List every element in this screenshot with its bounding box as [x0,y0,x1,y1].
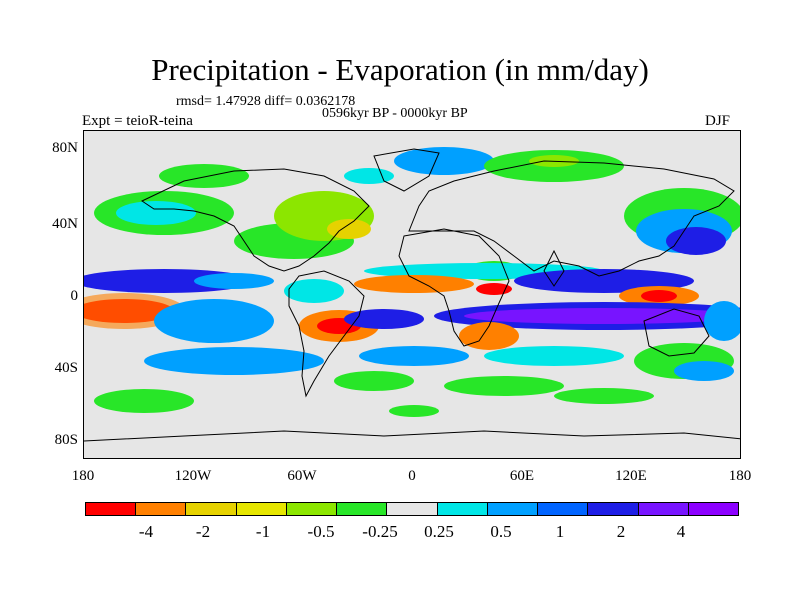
colorbar-label: 0.25 [424,522,454,541]
lon-tick-0: 0 [408,468,416,484]
field-itcz-epac [194,273,274,289]
map-svg [84,131,740,458]
colorbar-bin-12 [688,503,739,515]
colorbar-bin-5 [337,503,388,515]
coast-south-america [288,270,365,398]
map-panel[interactable] [83,130,741,459]
colorbar-label: 2 [616,522,626,541]
coast-antarctica [84,430,740,442]
colorbar-label: 0.5 [490,522,512,541]
colorbar-label: 4 [676,522,686,541]
field-so-ind2-green [554,388,654,404]
colorbar-bin-10 [588,503,639,515]
field-sio-violet [464,308,740,324]
lat-tick-eq: 0 [70,288,79,304]
lon-tick-180w: 180 [71,468,95,484]
coastlines [84,148,740,442]
colorbar-label: -0.5 [307,522,335,541]
field-so-atl-blue [359,346,469,366]
experiment-label: Expt = teioR-teina [82,113,193,129]
colorbar-bin-6 [387,503,438,515]
lat-tick-80n: 80N [52,140,78,156]
lat-tick-40s: 40S [54,360,78,376]
field-so-tas-blue [674,361,734,381]
lon-tick-60e: 60E [509,468,535,484]
lon-tick-120w: 120W [174,468,212,484]
period-label: 0596kyr BP - 0000kyr BP [322,106,468,121]
colorbar-label: 1 [555,522,565,541]
field-arctic-blue [394,147,494,175]
stats-label: rmsd= 1.47928 diff= 0.0362178 [176,94,356,109]
field-wpac-deep [666,227,726,255]
colorbar-bin-11 [638,503,689,515]
field-so-atl2-green [389,405,439,417]
colorbar-label: -4 [138,522,154,541]
field-labrador-cyan [344,168,394,184]
coast-greenland [373,148,440,192]
colorbar-label: -2 [195,522,211,541]
field-so-far-green [94,389,194,413]
colorbar-bin-0 [86,503,137,515]
colorbar-bin-3 [236,503,287,515]
lat-tick-40n: 40N [52,216,78,232]
colorbar-bin-1 [136,503,187,515]
colorbar-label: -1 [255,522,271,541]
colorbar [85,502,739,516]
colorbar-label: -0.25 [362,522,398,541]
season-label: DJF [705,113,731,129]
coast-australia [643,308,710,357]
field-satl-blue [344,309,424,329]
field-so-sa-green [334,371,414,391]
field-alaska-green [159,164,249,188]
lon-tick-120e: 120E [615,468,647,484]
field-so-pac-blue [144,347,324,375]
colorbar-bin-8 [487,503,539,515]
colorbar-bin-9 [538,503,589,515]
field-so-ind-green [444,376,564,396]
coast-north-america [140,168,370,272]
field-swpac-blue [704,301,740,341]
field-npac-cyan [116,201,196,225]
colorbar-bin-4 [286,503,338,515]
colorbar-bin-7 [437,503,488,515]
field-atl-orange [354,275,474,293]
field-afr-red [476,283,512,295]
field-so-io-cyan [484,346,624,366]
field-natl-yellow [327,219,371,239]
coast-india [543,249,565,287]
lon-tick-180e: 180 [728,468,752,484]
field-amazon-cyan [284,279,344,303]
coast-eurasia [408,160,735,277]
coast-africa [398,228,510,347]
colorbar-bin-2 [186,503,237,515]
anomaly-fields [84,147,740,417]
lat-tick-80s: 80S [54,432,78,448]
field-mc-red [641,290,677,302]
field-spcz-blue [154,299,274,343]
lon-tick-60w: 60W [287,468,317,484]
page-title: Precipitation - Evaporation (in mm/day) [151,52,649,87]
